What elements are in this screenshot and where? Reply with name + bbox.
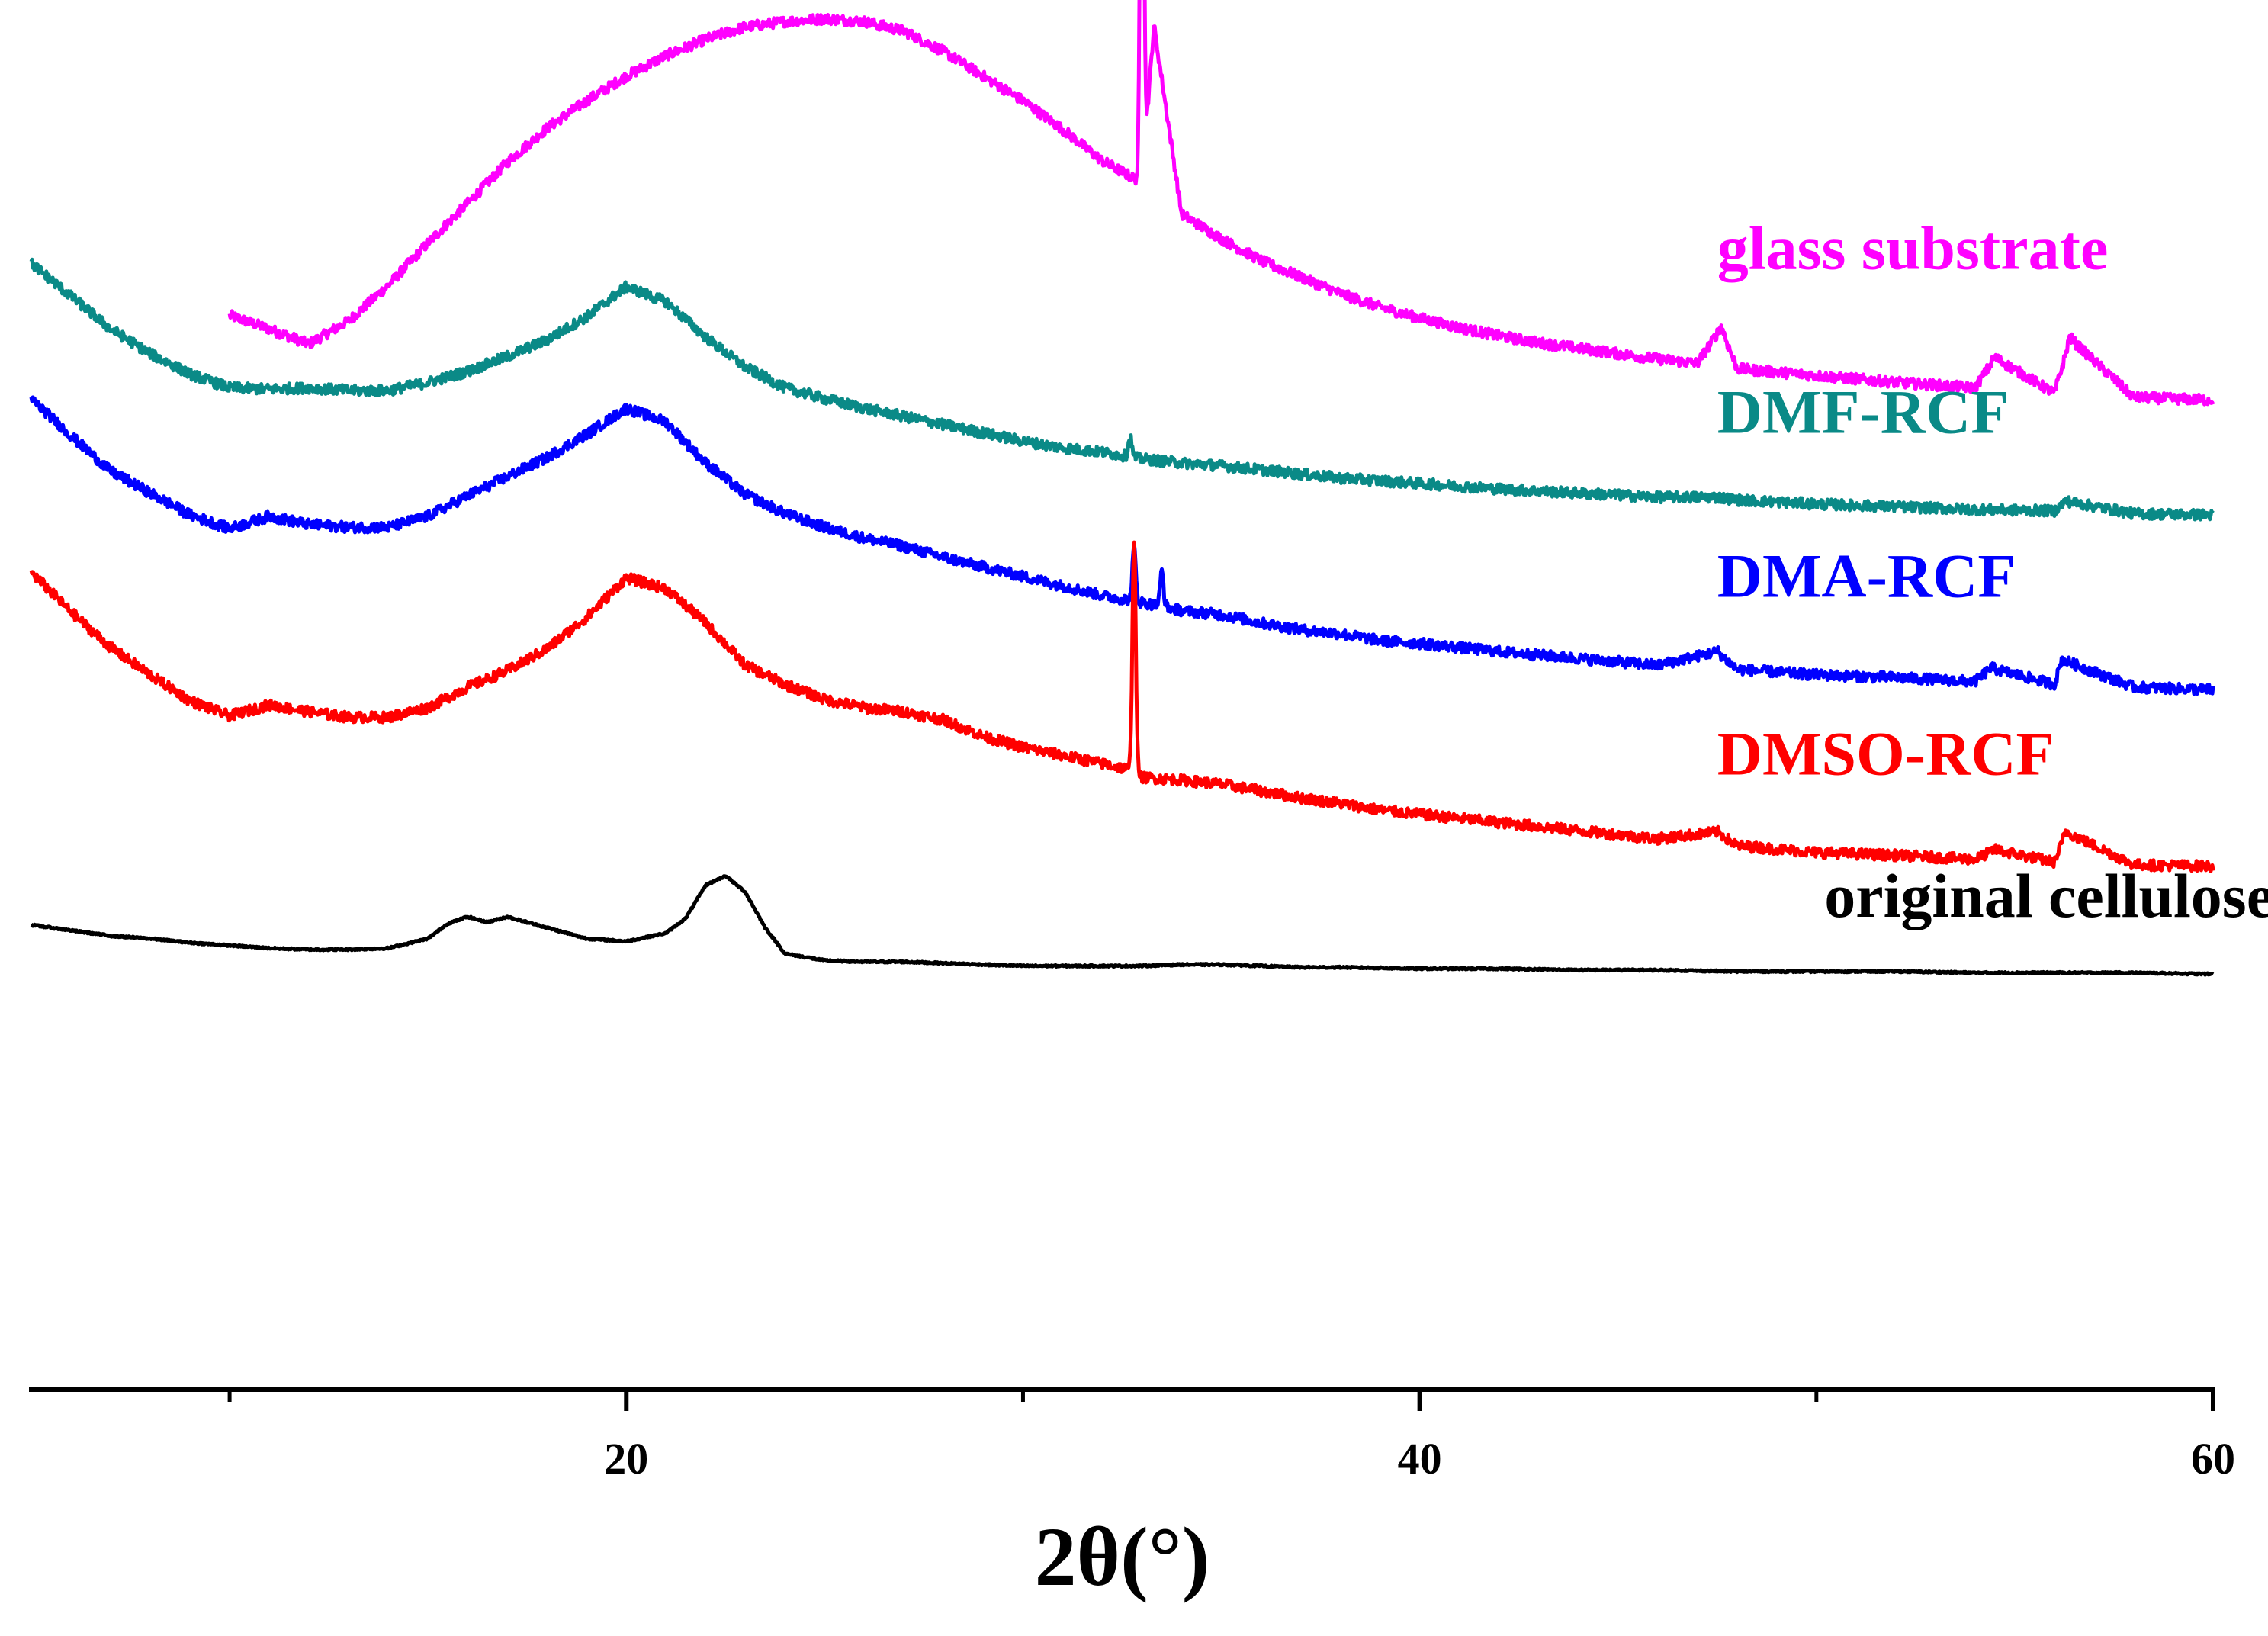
x-tick-label: 60 bbox=[2191, 1434, 2235, 1483]
series-label-dma-rcf: DMA-RCF bbox=[1717, 542, 2016, 611]
x-tick-label: 20 bbox=[604, 1434, 648, 1483]
series-label-original-cellulose: original cellulose bbox=[1824, 861, 2268, 930]
series-layer bbox=[29, 0, 2215, 977]
series-line-dmf-rcf bbox=[29, 257, 2215, 522]
series-label-dmso-rcf: DMSO-RCF bbox=[1717, 719, 2054, 789]
x-axis-ticks: 20 40 60 bbox=[227, 1390, 2235, 1483]
x-tick-label: 40 bbox=[1398, 1434, 1442, 1483]
series-line-original-cellulose bbox=[30, 874, 2215, 977]
series-label-glass-substrate: glass substrate bbox=[1717, 214, 2109, 283]
series-label-dmf-rcf: DMF-RCF bbox=[1717, 378, 2009, 447]
series-line-dma-rcf bbox=[29, 395, 2215, 696]
x-axis-title: 2θ(°) bbox=[1035, 1510, 1210, 1603]
series-label-layer: glass substrate DMF-RCF DMA-RCF DMSO-RCF ori… bbox=[1717, 214, 2268, 930]
series-line-glass-substrate bbox=[227, 0, 2215, 407]
series-line-dmso-rcf bbox=[29, 540, 2215, 873]
